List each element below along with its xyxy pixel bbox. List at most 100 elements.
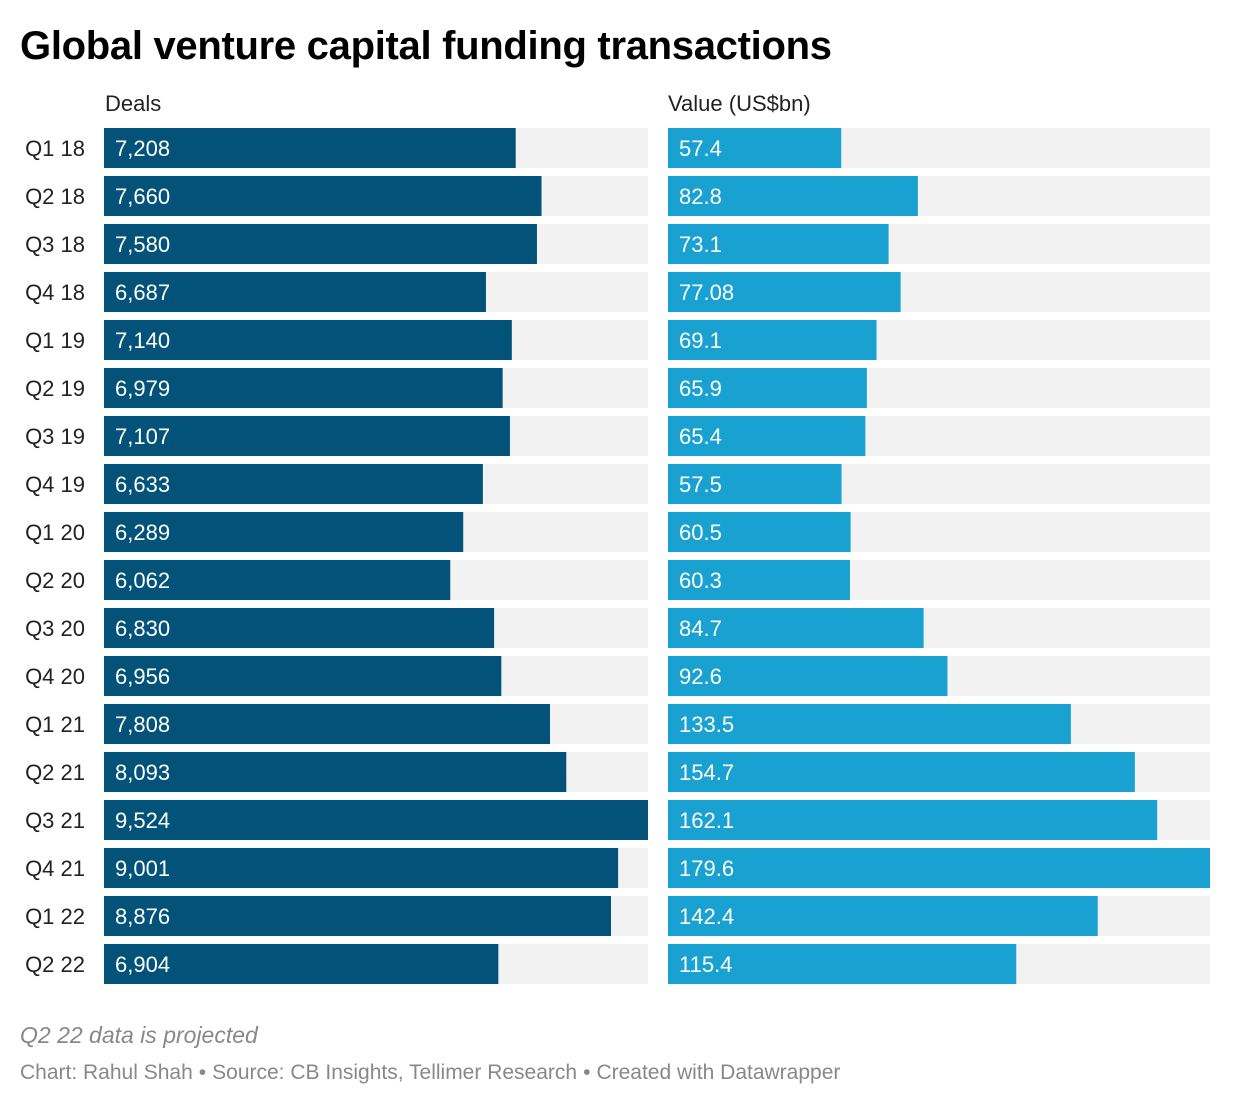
deals-data-label: 9,524 xyxy=(115,808,170,833)
category-label: Q3 21 xyxy=(25,808,85,833)
value-bar xyxy=(668,656,948,696)
value-bar xyxy=(668,176,918,216)
value-bar xyxy=(668,128,842,168)
projection-note: Q2 22 data is projected xyxy=(20,1022,258,1048)
value-bar xyxy=(668,464,842,504)
category-label: Q2 21 xyxy=(25,760,85,785)
deals-data-label: 6,830 xyxy=(115,616,170,641)
deals-column-header: Deals xyxy=(105,91,162,116)
deals-data-label: 8,093 xyxy=(115,760,170,785)
value-data-label: 82.8 xyxy=(679,184,722,209)
deals-data-label: 7,208 xyxy=(115,136,170,161)
value-data-label: 57.4 xyxy=(679,136,722,161)
deals-data-label: 6,062 xyxy=(115,568,170,593)
category-label: Q3 19 xyxy=(25,424,85,449)
deals-data-label: 6,289 xyxy=(115,520,170,545)
category-label: Q1 19 xyxy=(25,328,85,353)
deals-data-label: 8,876 xyxy=(115,904,170,929)
deals-bar xyxy=(104,944,499,984)
chart-footer: Chart: Rahul Shah • Source: CB Insights, T… xyxy=(20,1061,840,1085)
category-label: Q4 20 xyxy=(25,664,85,689)
value-data-label: 115.4 xyxy=(679,952,732,977)
category-label: Q2 20 xyxy=(25,568,85,593)
value-data-label: 84.7 xyxy=(679,616,722,641)
value-data-label: 77.08 xyxy=(679,280,734,305)
category-label: Q2 18 xyxy=(25,184,85,209)
deals-data-label: 6,633 xyxy=(115,472,170,497)
deals-bar xyxy=(104,896,611,936)
value-data-label: 65.4 xyxy=(679,424,722,449)
deals-data-label: 7,107 xyxy=(115,424,170,449)
deals-bar xyxy=(104,272,486,312)
value-bar xyxy=(668,704,1071,744)
deals-bar xyxy=(104,800,648,840)
deals-data-label: 7,580 xyxy=(115,232,170,257)
deals-bar xyxy=(104,464,483,504)
category-label: Q1 21 xyxy=(25,712,85,737)
deals-bar xyxy=(104,224,537,264)
category-label: Q1 18 xyxy=(25,136,85,161)
deals-bar xyxy=(104,320,512,360)
value-data-label: 142.4 xyxy=(679,904,734,929)
value-bar xyxy=(668,416,866,456)
value-bar xyxy=(668,752,1135,792)
value-bar xyxy=(668,896,1098,936)
category-label: Q4 18 xyxy=(25,280,85,305)
value-bar xyxy=(668,320,877,360)
value-data-label: 60.3 xyxy=(679,568,722,593)
footer-created: Created with Datawrapper xyxy=(596,1061,841,1084)
deals-data-label: 6,687 xyxy=(115,280,170,305)
value-column-header: Value (US$bn) xyxy=(668,91,811,116)
value-data-label: 57.5 xyxy=(679,472,722,497)
value-data-label: 162.1 xyxy=(679,808,734,833)
deals-data-label: 6,904 xyxy=(115,952,170,977)
category-label: Q1 22 xyxy=(25,904,85,929)
value-data-label: 154.7 xyxy=(679,760,734,785)
value-data-label: 179.6 xyxy=(679,856,734,881)
category-label: Q4 21 xyxy=(25,856,85,881)
value-data-label: 69.1 xyxy=(679,328,722,353)
value-bar xyxy=(668,800,1158,840)
value-data-label: 65.9 xyxy=(679,376,722,401)
deals-data-label: 6,956 xyxy=(115,664,170,689)
deals-bar xyxy=(104,128,516,168)
deals-bar xyxy=(104,608,495,648)
value-bar xyxy=(668,848,1210,888)
category-label: Q2 22 xyxy=(25,952,85,977)
value-data-label: 133.5 xyxy=(679,712,734,737)
deals-data-label: 7,808 xyxy=(115,712,170,737)
deals-data-label: 6,979 xyxy=(115,376,170,401)
deals-bar xyxy=(104,560,451,600)
deals-bar xyxy=(104,416,510,456)
footer-separator: • xyxy=(583,1061,591,1084)
value-data-label: 73.1 xyxy=(679,232,722,257)
deals-data-label: 9,001 xyxy=(115,856,170,881)
deals-bar xyxy=(104,176,542,216)
value-bar xyxy=(668,512,851,552)
category-label: Q3 18 xyxy=(25,232,85,257)
deals-bar xyxy=(104,512,464,552)
deals-data-label: 7,140 xyxy=(115,328,170,353)
category-label: Q3 20 xyxy=(25,616,85,641)
value-bar xyxy=(668,944,1017,984)
footer-credit: Chart: Rahul Shah xyxy=(20,1061,193,1084)
category-label: Q4 19 xyxy=(25,472,85,497)
chart-title: Global venture capital funding transacti… xyxy=(20,24,832,68)
value-bar xyxy=(668,224,889,264)
deals-data-label: 7,660 xyxy=(115,184,170,209)
value-data-label: 60.5 xyxy=(679,520,722,545)
category-label: Q1 20 xyxy=(25,520,85,545)
category-label: Q2 19 xyxy=(25,376,85,401)
value-bar xyxy=(668,272,901,312)
value-bar xyxy=(668,368,867,408)
deals-bar xyxy=(104,704,550,744)
footer-source: Source: CB Insights, Tellimer Research xyxy=(212,1061,578,1084)
deals-bar xyxy=(104,752,567,792)
deals-bar xyxy=(104,848,619,888)
bar-chart: Q1 18 7,208 57.4 Q2 18 7,660 82.8 Q3 18 7,580 73… xyxy=(25,128,1210,984)
value-bar xyxy=(668,608,924,648)
deals-bar xyxy=(104,368,503,408)
footer-separator: • xyxy=(198,1061,207,1084)
value-bar xyxy=(668,560,850,600)
deals-bar xyxy=(104,656,502,696)
